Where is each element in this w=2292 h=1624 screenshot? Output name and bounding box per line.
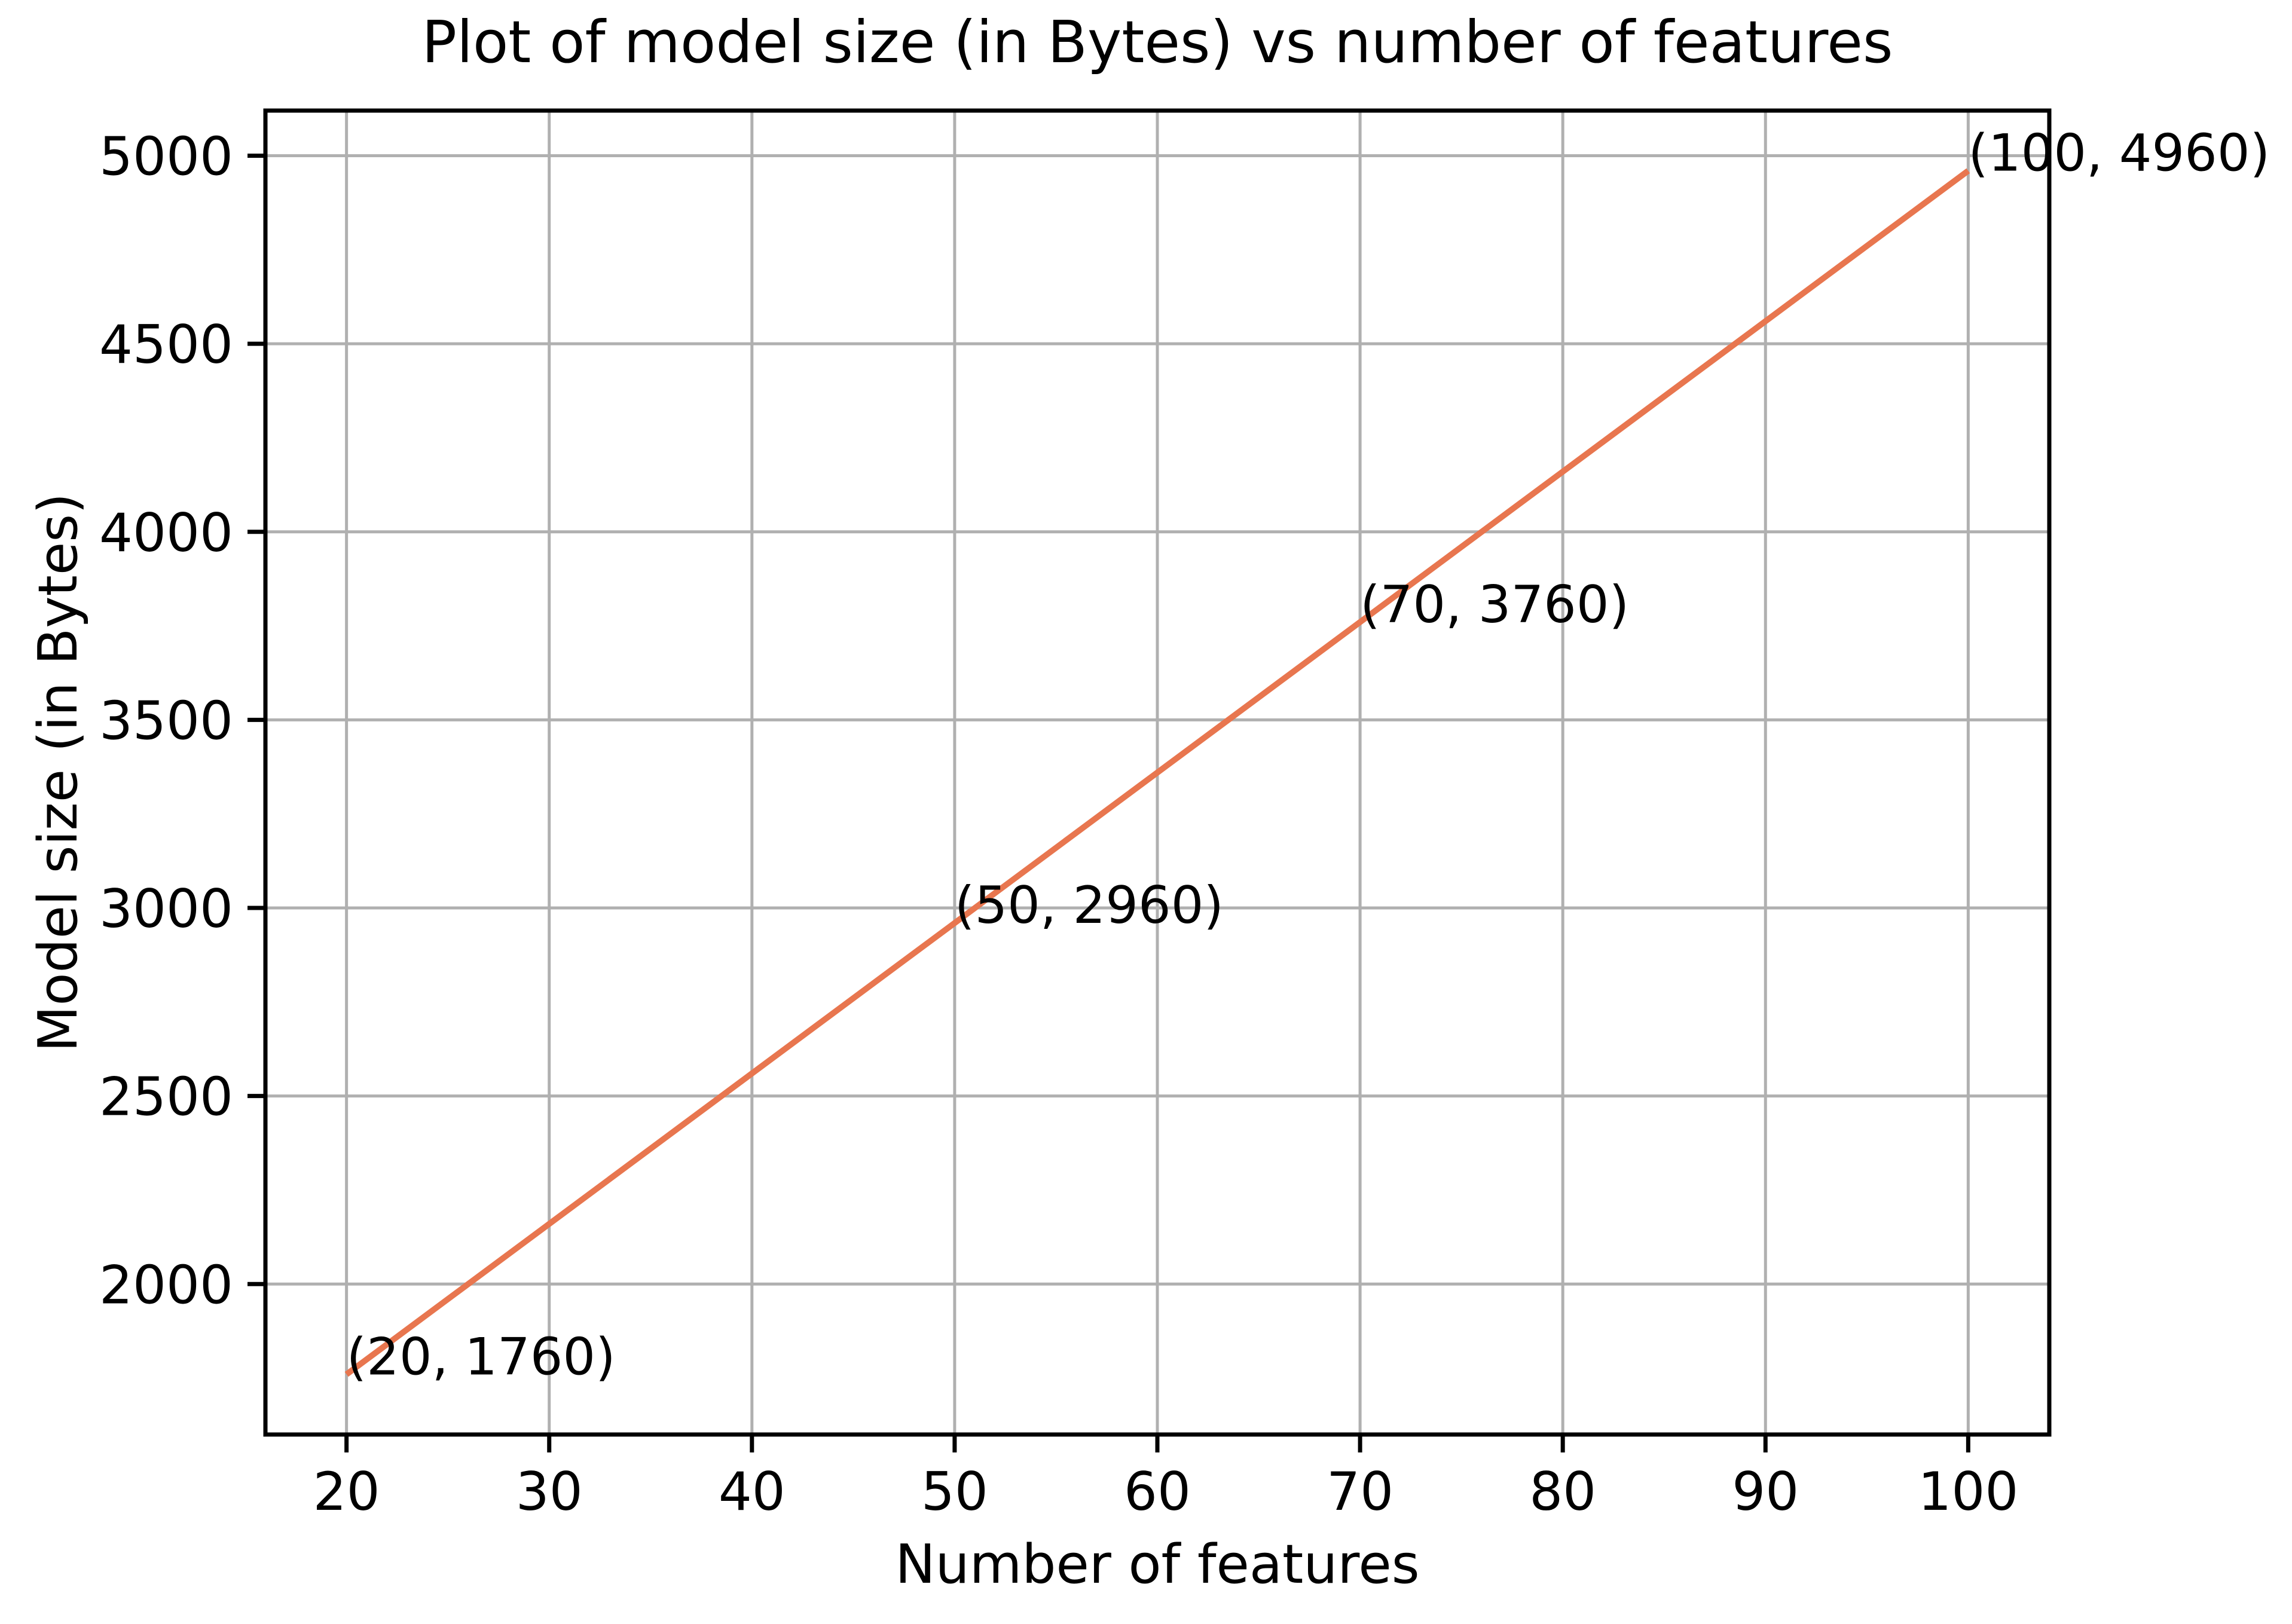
point-annotations: (20, 1760) (50, 2960) (70, 3760) (100, 4960… (347, 124, 2270, 1387)
x-tick-label: 70 (1327, 1461, 1393, 1522)
y-tick-label: 2500 (99, 1066, 233, 1128)
x-tick-label: 50 (921, 1461, 988, 1522)
point-annotation: (50, 2960) (955, 876, 1224, 935)
data-line (344, 168, 1970, 1377)
tick-marks (247, 154, 1970, 1452)
x-tick-label: 80 (1529, 1461, 1596, 1522)
y-tick-label: 2000 (99, 1254, 233, 1316)
x-tick-label: 20 (313, 1461, 380, 1522)
x-tick-label: 30 (516, 1461, 583, 1522)
data-line-layer (344, 168, 1970, 1377)
y-tick-label: 4000 (99, 502, 233, 564)
y-tick-label: 3500 (99, 690, 233, 751)
x-tick-labels: 20 30 40 50 60 70 80 90 100 (313, 1461, 2019, 1522)
point-annotation: (100, 4960) (1968, 124, 2270, 183)
x-axis-label: Number of features (895, 1533, 1419, 1596)
x-tick-label: 40 (719, 1461, 786, 1522)
x-tick-label: 100 (1918, 1461, 2018, 1522)
x-tick-label: 60 (1124, 1461, 1191, 1522)
x-tick-label: 90 (1732, 1461, 1799, 1522)
y-tick-label: 5000 (99, 126, 233, 188)
point-annotation: (70, 3760) (1360, 575, 1629, 635)
chart-title: Plot of model size (in Bytes) vs number … (422, 8, 1893, 76)
point-annotation: (20, 1760) (347, 1327, 616, 1387)
y-tick-labels: 2000 2500 3000 3500 4000 4500 5000 (99, 126, 233, 1316)
y-tick-label: 4500 (99, 314, 233, 375)
y-axis-label: Model size (in Bytes) (27, 493, 90, 1052)
y-tick-label: 3000 (99, 878, 233, 940)
